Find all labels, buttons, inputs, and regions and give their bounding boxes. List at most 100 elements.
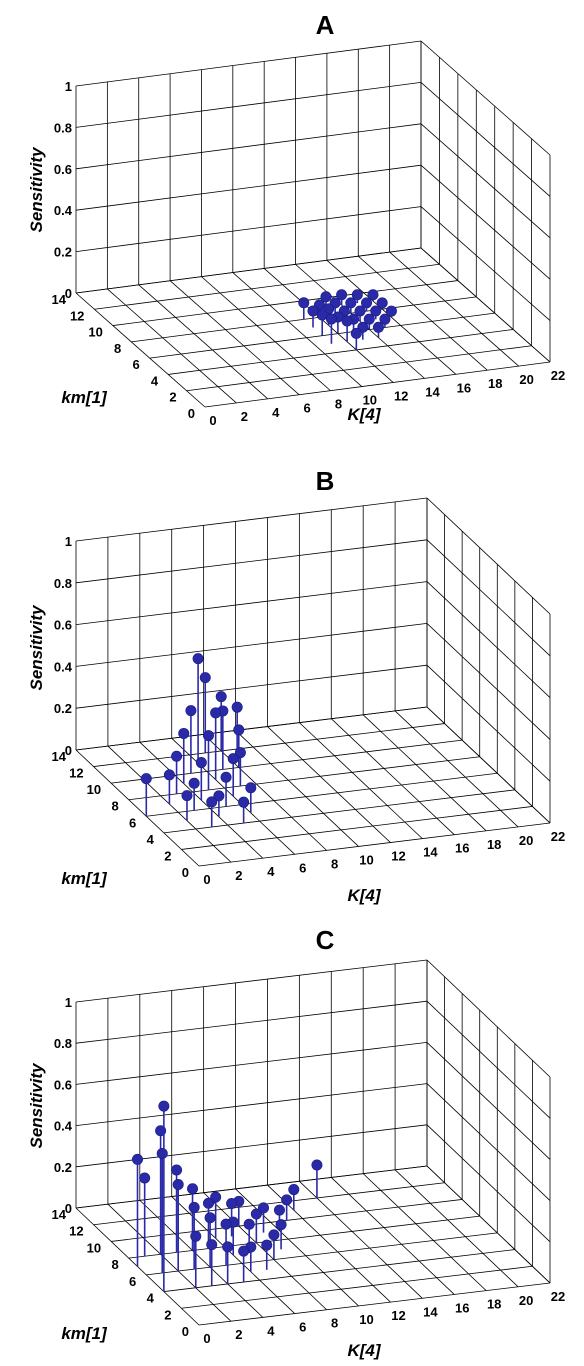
y-tick-label: 14	[52, 749, 67, 764]
panel-a-grid	[75, 40, 551, 408]
z-axis-label-b: Sensitivity	[27, 604, 46, 691]
stem-marker	[172, 1179, 184, 1191]
y-tick-label: 6	[132, 357, 139, 372]
z-tick-label: 0	[65, 286, 72, 301]
y-tick-label: 0	[182, 1324, 189, 1339]
back-wall-gridline-horizontal	[75, 959, 428, 1003]
panel-b-grid	[75, 497, 551, 867]
x-tick-label: 12	[391, 1308, 405, 1323]
z-tick-label: 0.2	[54, 701, 72, 716]
x-tick-label: 8	[331, 1316, 338, 1331]
side-wall-gridline-horizontal	[426, 497, 551, 615]
stem-marker	[222, 1241, 234, 1253]
stem-marker	[187, 1183, 199, 1195]
x-tick-label: 22	[551, 368, 565, 383]
z-tick-label: 0	[65, 743, 72, 758]
floor-gridline-x	[235, 1188, 359, 1307]
z-tick-label: 1	[65, 79, 72, 94]
side-wall-gridline-horizontal	[426, 664, 551, 782]
stem-marker	[190, 1230, 202, 1242]
floor-gridline-x	[267, 726, 391, 843]
side-wall-gridline-horizontal	[426, 1083, 551, 1201]
stem-marker	[372, 321, 384, 333]
stem-marker	[185, 705, 197, 717]
stem-marker	[238, 796, 250, 808]
back-wall-gridline-horizontal	[75, 1124, 428, 1168]
back-wall-gridline-horizontal	[75, 1000, 428, 1044]
z-tick-label: 0.8	[54, 576, 72, 591]
side-wall-gridline-horizontal	[420, 164, 551, 280]
x-tick-label: 14	[423, 1304, 438, 1319]
z-axis-label-c: Sensitivity	[27, 1062, 46, 1149]
floor-gridline-x	[394, 1169, 519, 1288]
back-wall-gridline-horizontal	[75, 164, 422, 211]
back-wall-gridline-horizontal	[75, 581, 428, 625]
floor-gridline-y	[198, 1282, 551, 1326]
stem-marker	[351, 289, 363, 301]
side-wall-gridline-horizontal	[426, 1165, 551, 1284]
y-tick-label: 2	[164, 1307, 171, 1322]
stem-marker	[210, 707, 222, 719]
z-tick-label: 0.4	[54, 659, 73, 674]
back-wall-gridline-horizontal	[75, 1165, 428, 1209]
stem-marker	[320, 291, 332, 303]
x-tick-label: 6	[299, 860, 306, 875]
stem-marker	[178, 727, 190, 739]
stem-marker	[206, 1239, 218, 1251]
back-wall-gridline-horizontal	[75, 247, 422, 294]
stem-marker	[231, 701, 243, 713]
z-tick-label: 0.4	[54, 203, 73, 218]
floor-gridline-x	[138, 284, 268, 400]
y-tick-label: 0	[188, 406, 195, 421]
y-tick-label: 6	[129, 1274, 136, 1289]
floor-gridline-y	[181, 1265, 533, 1309]
floor-gridline-x	[330, 718, 455, 836]
y-axis-label-c: km[1]	[61, 1324, 108, 1343]
stem-marker	[370, 305, 382, 317]
stem-marker	[376, 297, 388, 309]
stem-marker	[354, 305, 366, 317]
x-axis-label-a: K[4]	[347, 405, 381, 424]
y-tick-label: 10	[87, 1240, 101, 1255]
side-wall-gridline-horizontal	[426, 959, 551, 1078]
back-wall-gridline-horizontal	[75, 539, 428, 584]
stem-marker	[227, 753, 239, 765]
back-wall-gridline-horizontal	[75, 497, 428, 542]
stem-marker	[158, 1100, 170, 1112]
x-tick-label: 18	[488, 376, 502, 391]
x-tick-label: 0	[203, 1331, 210, 1346]
x-tick-label: 8	[331, 856, 338, 871]
floor-gridline-x	[330, 1177, 455, 1295]
panel-b: B 0 2 4 6 8 10 12 14 16 18 20 220246810121400.20.40…	[27, 466, 565, 905]
y-tick-label: 12	[69, 1224, 83, 1239]
floor-gridline-y	[93, 723, 445, 767]
stem-marker	[233, 724, 245, 736]
panel-a-ticks: 0 2 4 6 8 10 12 14 16 18 20 220246810121400.20.40.6…	[52, 79, 566, 428]
panel-b-ticks: 0 2 4 6 8 10 12 14 16 18 20 220246810121400.20.40.6…	[52, 534, 566, 887]
back-wall-gridline-horizontal	[75, 1083, 428, 1126]
stem-marker	[163, 769, 175, 781]
x-tick-label: 20	[519, 1293, 533, 1308]
x-axis-label-b: K[4]	[347, 886, 381, 905]
y-tick-label: 0	[182, 865, 189, 880]
x-tick-label: 22	[551, 829, 565, 844]
stem-marker	[215, 691, 227, 703]
floor-gridline-y	[198, 822, 551, 867]
panel-title-b: B	[316, 466, 335, 496]
y-tick-label: 4	[147, 1291, 155, 1306]
stem-marker	[243, 1218, 255, 1230]
x-tick-label: 2	[241, 409, 248, 424]
stem-marker	[379, 313, 391, 325]
floor-gridline-x	[362, 714, 487, 832]
y-tick-label: 8	[114, 341, 121, 356]
side-wall-gridline-horizontal	[420, 206, 551, 321]
y-tick-label: 4	[147, 832, 155, 847]
stem-marker	[361, 297, 373, 309]
floor-gridline-x	[75, 292, 206, 408]
x-tick-label: 12	[391, 849, 405, 864]
stem-marker	[268, 1229, 280, 1241]
stem-marker	[202, 730, 214, 742]
floor-gridline-x	[389, 251, 519, 367]
floor-gridline-x	[203, 734, 327, 851]
stem-marker	[171, 750, 183, 762]
